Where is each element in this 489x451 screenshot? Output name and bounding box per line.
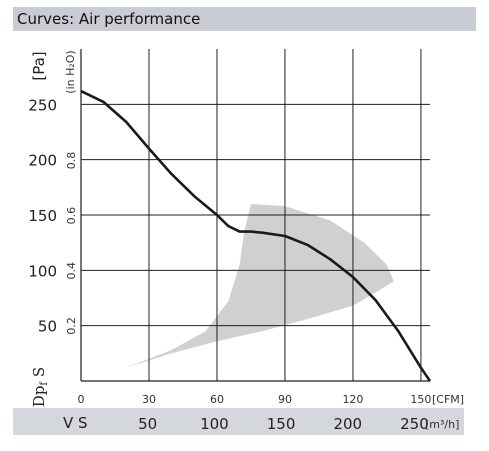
y-tick-label: 50	[38, 318, 57, 336]
y-secondary-unit-label: (in H₂O)	[64, 50, 77, 93]
chart-header: Curves: Air performance	[13, 7, 476, 31]
x-m3h-symbol: V S	[63, 414, 88, 432]
x-cfm-tick-label: 60	[210, 393, 224, 406]
x-m3h-tick-label: 150	[267, 415, 296, 433]
y-secondary-tick-label: 0.6	[65, 207, 78, 225]
y-tick-label: 200	[28, 152, 57, 170]
x-m3h-tick-label: 50	[138, 415, 157, 433]
x-axis-labels: 0 30 60 90 120 150 [CFM]V S 50 100 150 200 250[m³/h…	[63, 393, 464, 433]
m3h-axis-band	[13, 408, 464, 435]
operating-region	[81, 203, 394, 381]
y-secondary-tick-label: 0.8	[65, 152, 78, 170]
chart-header-title: Curves: Air performance	[17, 10, 201, 28]
y-secondary-tick-label: 0.2	[65, 317, 78, 335]
x-cfm-tick-label: 90	[278, 393, 292, 406]
y-axis-symbol: Dpf S	[30, 367, 50, 407]
y-axis-symbol-main: Dp	[30, 386, 48, 408]
y-tick-label: 150	[28, 207, 57, 225]
x-m3h-unit-label: [m³/h]	[425, 418, 459, 431]
x-cfm-tick-label: 150	[410, 393, 431, 406]
y-secondary-tick-label: 0.4	[65, 262, 78, 280]
x-m3h-tick-label: 250	[400, 415, 429, 433]
y-axis-symbol-suffix: S	[30, 367, 48, 382]
x-m3h-tick-label: 200	[333, 415, 362, 433]
x-cfm-tick-label: 0	[78, 393, 85, 406]
y-unit-label: [Pa]	[30, 51, 48, 80]
x-m3h-tick-label: 100	[200, 415, 229, 433]
x-cfm-tick-label: 120	[342, 393, 363, 406]
y-tick-label: 250	[28, 96, 57, 114]
m3h-axis-band-background	[13, 408, 464, 435]
x-cfm-unit-label: [CFM]	[432, 393, 464, 406]
axis-lines	[80, 49, 430, 382]
y-axis-symbol-sub: f	[39, 381, 50, 386]
y-axis-labels: 50 100 150 200 250 0.2 0.4 0.6 0.8 [Pa] (in H₂O) Dp…	[28, 50, 78, 407]
x-cfm-tick-label: 30	[142, 393, 156, 406]
air-performance-curve	[80, 89, 432, 382]
y-tick-label: 100	[28, 262, 57, 280]
grid-lines	[81, 49, 430, 381]
